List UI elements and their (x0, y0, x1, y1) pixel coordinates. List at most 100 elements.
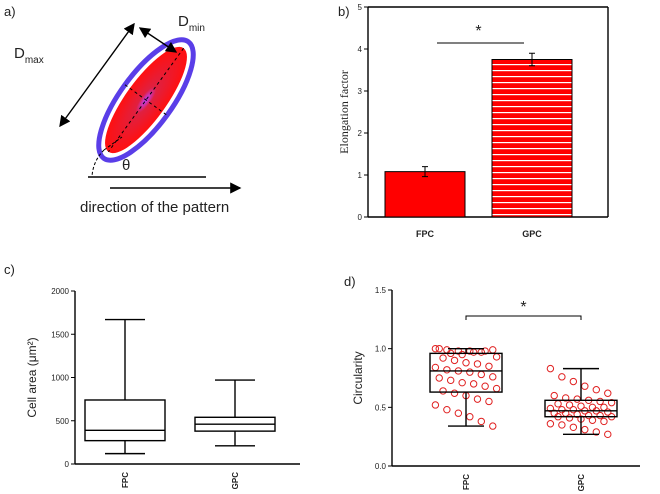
dmin-label: Dmin (178, 13, 205, 34)
data-point (466, 413, 474, 421)
y-tick-label: 2 (358, 129, 363, 138)
data-point (569, 423, 578, 431)
data-point (592, 386, 600, 394)
y-tick-label: 1000 (51, 374, 69, 383)
y-axis-label: Cell area (μm²) (25, 337, 39, 417)
data-point (439, 387, 447, 395)
y-tick-label: 5 (358, 3, 363, 12)
y-tick-label: 1.5 (375, 286, 387, 295)
data-point (607, 398, 616, 407)
annotation: * (520, 299, 526, 316)
data-point (581, 425, 589, 434)
y-tick-label: 2000 (51, 287, 69, 296)
x-tick-label: GPC (231, 472, 240, 490)
data-point (469, 380, 478, 388)
angle-label: θ (122, 157, 130, 174)
data-point (596, 397, 604, 406)
data-point (458, 350, 466, 359)
data-point (473, 395, 482, 403)
data-point (562, 394, 570, 402)
data-point (554, 400, 562, 408)
data-point (546, 364, 555, 373)
data-point (596, 411, 604, 420)
data-point (435, 374, 443, 382)
x-tick-label: GPC (522, 229, 542, 239)
data-point (546, 420, 555, 428)
panel-label: a) (4, 4, 16, 19)
data-point (481, 347, 489, 355)
data-point (439, 354, 447, 362)
data-point (443, 366, 451, 374)
y-tick-label: 1.0 (375, 345, 387, 354)
data-point (473, 360, 482, 368)
data-point (588, 416, 597, 424)
x-tick-label: FPC (462, 474, 471, 490)
data-point (489, 373, 497, 381)
data-point (569, 377, 578, 386)
data-point (435, 344, 443, 353)
significance-line (465, 315, 582, 320)
data-point (469, 348, 478, 356)
y-tick-label: 1 (358, 171, 363, 180)
data-point (489, 422, 497, 430)
data-point (569, 405, 578, 414)
diagram: a) Dmax Dmin θ direction of the pattern (4, 4, 242, 216)
data-point (443, 346, 451, 354)
data-point (558, 405, 566, 414)
data-point (492, 384, 501, 393)
data-point (477, 348, 485, 356)
y-tick-label: 0 (358, 213, 363, 222)
data-point (466, 368, 474, 376)
panel-label: c) (4, 262, 15, 277)
data-point (604, 408, 612, 416)
data-point (604, 389, 612, 397)
error-bar (422, 166, 428, 178)
data-point (565, 414, 574, 422)
data-point (477, 370, 485, 379)
dmax-sub: max (25, 55, 44, 66)
y-tick-label: 500 (56, 417, 70, 426)
data-point (431, 401, 440, 409)
annotation: * (475, 23, 481, 40)
data-point (604, 430, 612, 439)
error-bar (529, 52, 535, 67)
data-point (588, 403, 597, 412)
x-tick-label: FPC (121, 472, 130, 488)
dmin: D (178, 13, 189, 30)
data-point (592, 428, 600, 436)
data-point (565, 401, 574, 409)
data-point (443, 405, 451, 414)
y-axis-label: Circularity (351, 351, 365, 404)
data-point (584, 411, 593, 420)
dmax-label: Dmax (14, 45, 44, 66)
data-point (546, 404, 555, 413)
data-point (462, 359, 470, 367)
caption: direction of the pattern (80, 199, 229, 216)
data-point (454, 409, 463, 417)
bar (491, 59, 573, 218)
x-tick-label: FPC (416, 229, 435, 239)
data-point (600, 417, 608, 426)
bar (384, 171, 466, 218)
y-tick-label: 3 (358, 87, 363, 96)
cell-shape (96, 37, 196, 163)
data-point (431, 363, 440, 372)
data-point (431, 344, 440, 353)
data-point (450, 389, 459, 397)
data-point (477, 417, 485, 426)
data-point (481, 382, 489, 390)
y-tick-label: 1500 (51, 330, 69, 339)
box (429, 352, 503, 393)
data-point (577, 402, 585, 410)
data-point (550, 391, 558, 400)
dmin-sub: min (189, 23, 205, 34)
data-point (489, 346, 497, 354)
data-point (558, 421, 566, 429)
data-point (447, 376, 455, 385)
data-point (458, 378, 466, 387)
box (544, 399, 618, 418)
dmax: D (14, 45, 25, 62)
x-tick-label: GPC (577, 474, 586, 492)
data-point (492, 353, 501, 361)
